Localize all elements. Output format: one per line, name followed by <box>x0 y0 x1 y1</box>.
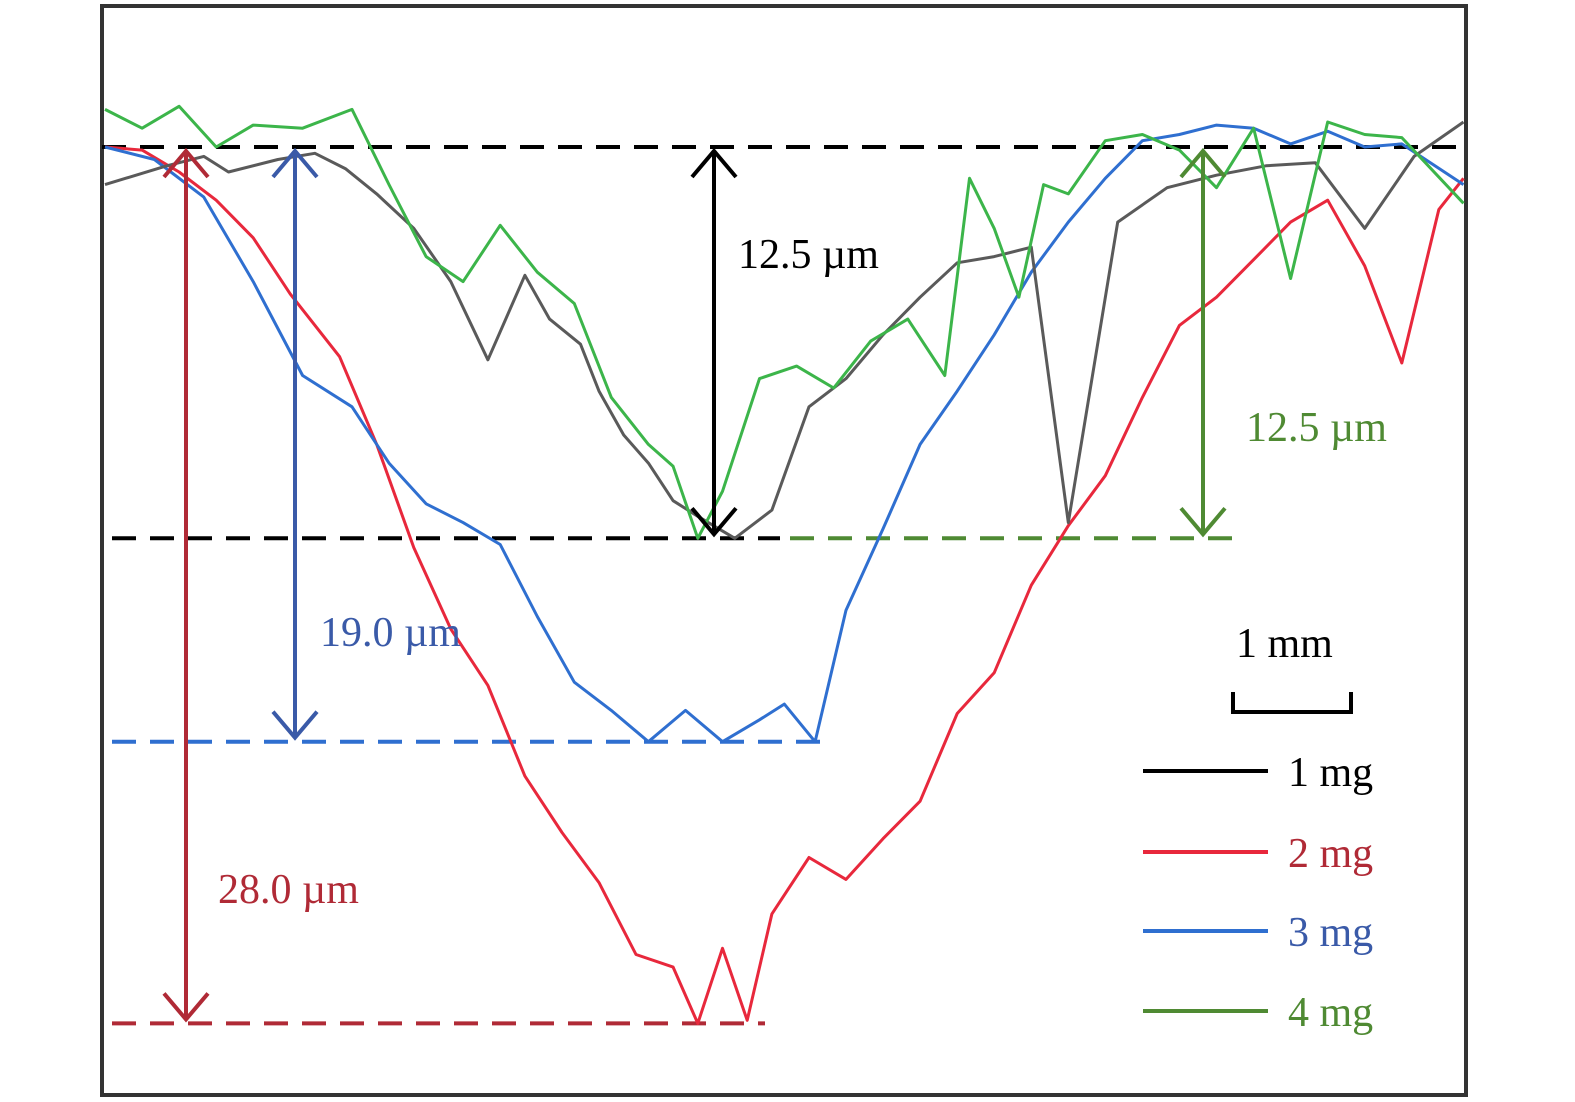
depth-arrows <box>162 147 1227 1023</box>
legend-label-3mg: 3 mg <box>1288 910 1373 956</box>
scale-bar-bracket <box>1231 692 1353 714</box>
depth-arrow-3mg <box>271 147 319 741</box>
depth-arrow-4mg-head-top <box>1179 147 1227 179</box>
depth-arrow-1mg-head-top <box>690 147 738 179</box>
depth-arrow-2mg-head-top <box>162 147 210 179</box>
depth-arrow-3mg-head-bottom <box>271 710 319 741</box>
depth-arrow-2mg-head-bottom <box>162 992 210 1023</box>
depth-arrow-4mg <box>1179 147 1227 538</box>
series-line-2mg <box>104 145 1465 1025</box>
legend-label-1mg: 1 mg <box>1288 750 1373 796</box>
series-line-1mg <box>104 120 1465 540</box>
legend-label-4mg: 4 mg <box>1288 990 1373 1036</box>
scale-bar-label: 1 mm <box>1236 621 1333 667</box>
reference-lines <box>102 145 1466 1026</box>
depth-arrow-2mg <box>162 147 210 1023</box>
series-line-3mg <box>104 123 1465 744</box>
depth-label-4mg: 12.5 µm <box>1246 405 1387 451</box>
depth-arrow-1mg <box>690 147 738 538</box>
plot-frame <box>100 4 1468 1097</box>
depth-arrow-4mg-head-bottom <box>1179 506 1227 538</box>
depth-label-1mg: 12.5 µm <box>738 232 879 278</box>
depth-label-2mg: 28.0 µm <box>218 867 359 913</box>
depth-arrow-3mg-head-top <box>271 147 319 179</box>
depth-label-3mg: 19.0 µm <box>320 610 461 656</box>
legend-label-2mg: 2 mg <box>1288 831 1373 877</box>
scale-bar: 1 mm <box>1231 621 1353 714</box>
legend: 1 mg 2 mg 3 mg 4 mg <box>1143 750 1373 1036</box>
depth-arrow-1mg-head-bottom <box>690 506 738 538</box>
